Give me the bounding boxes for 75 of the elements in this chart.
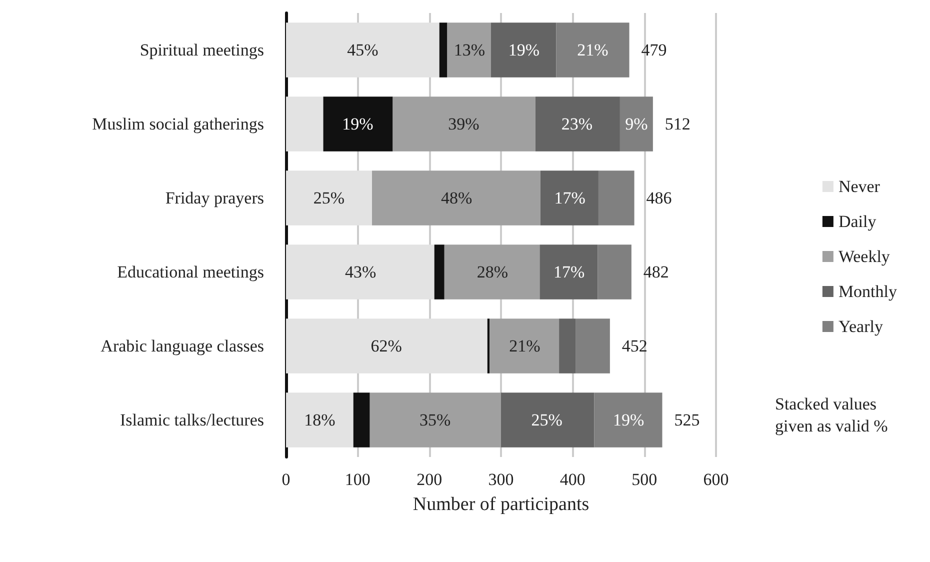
bar (598, 244, 632, 300)
annotation: 28% (476, 262, 508, 282)
bar (501, 392, 594, 448)
legend-label: Never (838, 177, 880, 196)
x-tick-label: 100 (344, 470, 370, 489)
x-tick-label: 600 (703, 470, 729, 489)
bar (540, 170, 598, 226)
bar (286, 392, 354, 448)
bar (540, 244, 598, 300)
text: Stacked values given as valid % (775, 394, 888, 436)
bar (444, 244, 540, 300)
bar (490, 22, 556, 78)
y-tick-label: Muslim social gatherings (92, 114, 264, 134)
x-tick-label: 300 (488, 470, 514, 489)
bar (439, 22, 448, 78)
annotation: 62% (370, 336, 402, 356)
bar (535, 96, 620, 152)
x-tick-label: 0 (282, 470, 290, 489)
bar (370, 392, 501, 448)
annotation: 19% (508, 40, 540, 60)
bar (447, 22, 491, 78)
total-label: 486 (646, 188, 672, 208)
annotation: 25% (313, 188, 345, 208)
bar (594, 392, 662, 448)
x-tick-label: 200 (416, 470, 442, 489)
bar (620, 96, 653, 152)
legend-label: Monthly (838, 282, 898, 301)
annotation: 45% (347, 40, 378, 60)
y-tick-label: Spiritual meetings (140, 40, 264, 60)
y-tick-label: Friday prayers (165, 188, 264, 208)
annotation: 19% (342, 114, 374, 134)
bar (556, 22, 630, 78)
annotation: 48% (440, 188, 472, 208)
y-tick-label: Islamic talks/lectures (120, 410, 264, 430)
bar (323, 96, 393, 152)
annotation: 19% (612, 410, 644, 430)
bar (286, 22, 440, 78)
total-label: 482 (643, 262, 669, 282)
annotation: 9% (625, 114, 648, 134)
bar (559, 318, 576, 374)
annotation: 39% (448, 114, 480, 134)
legend-label: Weekly (838, 247, 890, 266)
x-axis-title: Number of participants (412, 494, 590, 515)
annotation: 21% (577, 40, 608, 60)
y-tick-label: Arabic language classes (100, 336, 264, 356)
y-tick-label: Educational meetings (117, 262, 264, 282)
bar (286, 170, 372, 226)
bar (576, 318, 610, 374)
annotation: 18% (304, 410, 336, 430)
legend-label: Yearly (838, 317, 884, 336)
annotation: 17% (553, 262, 585, 282)
bar (434, 244, 444, 300)
bar (286, 244, 434, 300)
total-label: 479 (641, 40, 667, 60)
bar (392, 96, 536, 152)
x-tick-label: 400 (560, 470, 586, 489)
x-tick-label: 500 (632, 470, 658, 489)
total-label: 525 (674, 410, 700, 430)
annotation: 17% (554, 188, 586, 208)
bar (490, 318, 560, 374)
bar (353, 392, 370, 448)
bar (286, 96, 324, 152)
annotation: 23% (561, 114, 593, 134)
legend-label: Daily (838, 212, 877, 231)
total-label: 512 (664, 114, 690, 134)
bar (286, 318, 488, 374)
annotation: 25% (531, 410, 562, 430)
annotation: 21% (509, 336, 540, 356)
bar (487, 318, 490, 374)
annotation: 13% (454, 40, 486, 60)
bar (372, 170, 540, 226)
total-label: 452 (622, 336, 648, 356)
bar (598, 170, 634, 226)
annotation: 35% (419, 410, 451, 430)
annotation: 43% (344, 262, 376, 282)
